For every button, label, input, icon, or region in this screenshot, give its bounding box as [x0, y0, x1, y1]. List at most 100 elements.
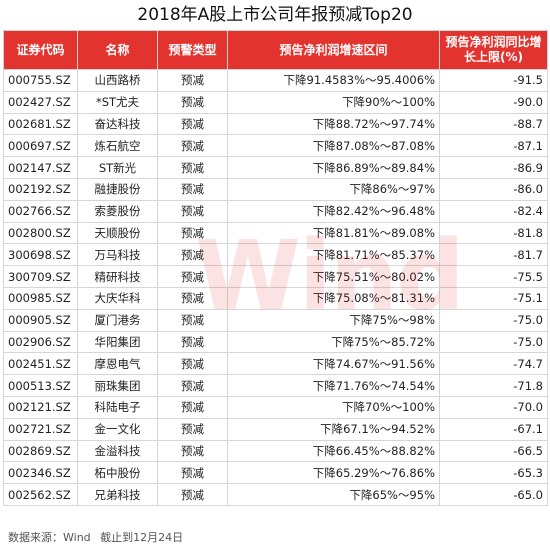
- cell-name: 山西路桥: [77, 69, 158, 92]
- cell-range: 下降87.08%～87.08%: [227, 134, 440, 158]
- footer-source: 数据来源：Wind: [8, 531, 91, 544]
- cell-range: 下降71.76%～74.54%: [227, 374, 440, 397]
- cell-range: 下降81.81%～89.08%: [227, 221, 440, 245]
- table-row[interactable]: 002562.SZ 兄弟科技 预减 下降65%～95% -65.0: [3, 483, 548, 506]
- cell-upper: -70.0: [439, 395, 548, 419]
- cell-type: 预减: [157, 461, 228, 485]
- table-row[interactable]: 002800.SZ 天顺股份 预减 下降81.81%～89.08% -81.8: [3, 221, 548, 245]
- cell-upper: -75.0: [439, 308, 548, 332]
- cell-range: 下降82.42%～96.48%: [227, 199, 440, 223]
- cell-type: 预减: [157, 177, 228, 201]
- forecast-table: 证券代码 名称 预警类型 预告净利润增速区间 预告净利润同比增长上限(%) 00…: [3, 30, 548, 506]
- table-row[interactable]: 002766.SZ 索菱股份 预减 下降82.42%～96.48% -82.4: [3, 199, 548, 223]
- header-range[interactable]: 预告净利润增速区间: [227, 30, 440, 70]
- header-code[interactable]: 证券代码: [3, 30, 78, 70]
- cell-upper: -86.9: [439, 156, 548, 179]
- cell-range: 下降90%～100%: [227, 90, 440, 114]
- table-row[interactable]: 002869.SZ 金溢科技 预减 下降66.45%～88.82% -66.5: [3, 439, 548, 463]
- table-row[interactable]: 002147.SZ ST新光 预减 下降86.89%～89.84% -86.9: [3, 156, 548, 179]
- cell-range: 下降86.89%～89.84%: [227, 156, 440, 179]
- cell-name: 奋达科技: [77, 112, 158, 136]
- cell-upper: -75.5: [439, 265, 548, 288]
- cell-name: ST新光: [77, 156, 158, 179]
- cell-code: 002681.SZ: [3, 112, 78, 136]
- cell-range: 下降88.72%～97.74%: [227, 112, 440, 136]
- table-row[interactable]: 002346.SZ 柘中股份 预减 下降65.29%～76.86% -65.3: [3, 461, 548, 485]
- cell-type: 预减: [157, 483, 228, 506]
- table-row[interactable]: 000985.SZ 大庆华科 预减 下降75.08%～81.31% -75.1: [3, 286, 548, 310]
- cell-range: 下降75.51%～80.02%: [227, 265, 440, 288]
- cell-code: 002451.SZ: [3, 352, 78, 376]
- cell-code: 002346.SZ: [3, 461, 78, 485]
- table-header-row: 证券代码 名称 预警类型 预告净利润增速区间 预告净利润同比增长上限(%): [3, 30, 548, 70]
- cell-range: 下降75%～98%: [227, 308, 440, 332]
- cell-code: 002427.SZ: [3, 90, 78, 114]
- table-row[interactable]: 002427.SZ *ST尤夫 预减 下降90%～100% -90.0: [3, 90, 548, 114]
- cell-type: 预减: [157, 395, 228, 419]
- cell-upper: -81.8: [439, 221, 548, 245]
- cell-type: 预减: [157, 69, 228, 92]
- table-body: 000755.SZ 山西路桥 预减 下降91.4583%～95.4006% -91.5 0…: [3, 69, 548, 506]
- cell-type: 预减: [157, 90, 228, 114]
- cell-code: 000755.SZ: [3, 69, 78, 92]
- table-row[interactable]: 002451.SZ 摩恩电气 预减 下降74.67%～91.56% -74.7: [3, 352, 548, 376]
- cell-type: 预减: [157, 199, 228, 223]
- header-name[interactable]: 名称: [77, 30, 158, 70]
- cell-type: 预减: [157, 243, 228, 267]
- cell-upper: -87.1: [439, 134, 548, 158]
- cell-type: 预减: [157, 134, 228, 158]
- cell-range: 下降65.29%～76.86%: [227, 461, 440, 485]
- cell-upper: -65.0: [439, 483, 548, 506]
- cell-name: 丽珠集团: [77, 374, 158, 397]
- cell-upper: -75.1: [439, 286, 548, 310]
- table-row[interactable]: 002721.SZ 金一文化 预减 下降67.1%～94.52% -67.1: [3, 417, 548, 441]
- cell-code: 002562.SZ: [3, 483, 78, 506]
- cell-range: 下降75%～85.72%: [227, 330, 440, 354]
- table-row[interactable]: 300709.SZ 精研科技 预减 下降75.51%～80.02% -75.5: [3, 265, 548, 288]
- cell-upper: -86.0: [439, 177, 548, 201]
- cell-type: 预减: [157, 330, 228, 354]
- cell-range: 下降67.1%～94.52%: [227, 417, 440, 441]
- cell-type: 预减: [157, 286, 228, 310]
- cell-type: 预减: [157, 439, 228, 463]
- cell-range: 下降66.45%～88.82%: [227, 439, 440, 463]
- cell-code: 000697.SZ: [3, 134, 78, 158]
- cell-upper: -74.7: [439, 352, 548, 376]
- cell-upper: -91.5: [439, 69, 548, 92]
- cell-name: 索菱股份: [77, 199, 158, 223]
- cell-upper: -90.0: [439, 90, 548, 114]
- table-row[interactable]: 000905.SZ 厦门港务 预减 下降75%～98% -75.0: [3, 308, 548, 332]
- table-row[interactable]: 000755.SZ 山西路桥 预减 下降91.4583%～95.4006% -91.5: [3, 69, 548, 92]
- cell-name: 天顺股份: [77, 221, 158, 245]
- cell-code: 300698.SZ: [3, 243, 78, 267]
- cell-upper: -81.7: [439, 243, 548, 267]
- cell-name: 摩恩电气: [77, 352, 158, 376]
- cell-name: 融捷股份: [77, 177, 158, 201]
- cell-code: 002766.SZ: [3, 199, 78, 223]
- table-row[interactable]: 000513.SZ 丽珠集团 预减 下降71.76%～74.54% -71.8: [3, 374, 548, 397]
- header-upper[interactable]: 预告净利润同比增长上限(%): [439, 30, 548, 70]
- header-type[interactable]: 预警类型: [157, 30, 228, 70]
- cell-name: 精研科技: [77, 265, 158, 288]
- cell-code: 000985.SZ: [3, 286, 78, 310]
- footer-cutoff: 截止到12月24日: [100, 531, 184, 544]
- table-row[interactable]: 002906.SZ 华阳集团 预减 下降75%～85.72% -75.0: [3, 330, 548, 354]
- cell-upper: -75.0: [439, 330, 548, 354]
- table-row[interactable]: 002681.SZ 奋达科技 预减 下降88.72%～97.74% -88.7: [3, 112, 548, 136]
- cell-name: 金一文化: [77, 417, 158, 441]
- cell-code: 002121.SZ: [3, 395, 78, 419]
- cell-name: 华阳集团: [77, 330, 158, 354]
- cell-type: 预减: [157, 221, 228, 245]
- table-row[interactable]: 000697.SZ 炼石航空 预减 下降87.08%～87.08% -87.1: [3, 134, 548, 158]
- cell-name: 万马科技: [77, 243, 158, 267]
- table-row[interactable]: 002192.SZ 融捷股份 预减 下降86%～97% -86.0: [3, 177, 548, 201]
- cell-name: 兄弟科技: [77, 483, 158, 506]
- cell-upper: -67.1: [439, 417, 548, 441]
- cell-type: 预减: [157, 417, 228, 441]
- table-row[interactable]: 300698.SZ 万马科技 预减 下降81.71%～85.37% -81.7: [3, 243, 548, 267]
- cell-code: 000513.SZ: [3, 374, 78, 397]
- cell-range: 下降65%～95%: [227, 483, 440, 506]
- cell-upper: -66.5: [439, 439, 548, 463]
- table-row[interactable]: 002121.SZ 科陆电子 预减 下降70%～100% -70.0: [3, 395, 548, 419]
- cell-upper: -88.7: [439, 112, 548, 136]
